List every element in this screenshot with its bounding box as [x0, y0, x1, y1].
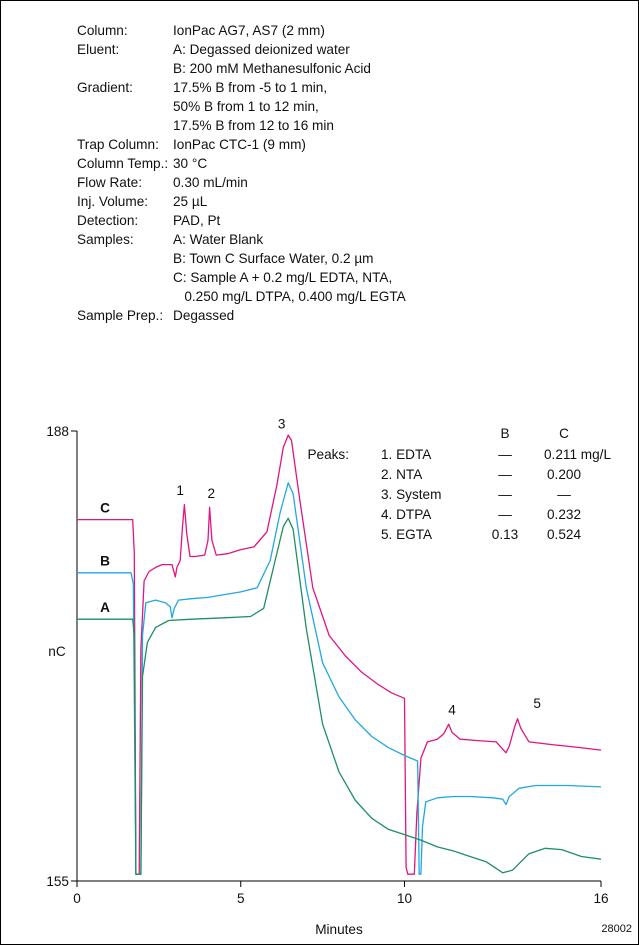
x-tick-label: 5 [237, 891, 245, 906]
condition-label: Gradient: [77, 80, 133, 95]
y-axis-label: nC [48, 644, 66, 659]
peak-table-value-b: 0.13 [492, 527, 518, 542]
peak-table-title: Peaks: [307, 447, 349, 462]
condition-label: Flow Rate: [77, 175, 142, 190]
x-tick-label: 16 [593, 891, 608, 906]
y-tick-label: 155 [46, 874, 69, 889]
peak-table-value-c: 0.200 [547, 467, 581, 482]
series-line-c [77, 434, 602, 875]
series-label: C [100, 501, 110, 516]
peak-label: 4 [448, 703, 456, 718]
peak-label: 1 [176, 483, 184, 498]
condition-row: Gradient: 17.5% B from -5 to 1 min, 50% B … [77, 78, 406, 135]
condition-value: A: Degassed deionized water [173, 42, 350, 57]
condition-row: Column: IonPac AG7, AS7 (2 mm) [77, 21, 406, 40]
condition-label: Column: [77, 23, 128, 38]
condition-row: Inj. Volume: 25 µL [77, 192, 406, 211]
condition-label: Column Temp.: [77, 156, 169, 171]
x-tick-label: 10 [397, 891, 413, 906]
condition-value: 0.30 mL/min [173, 175, 248, 190]
condition-value: PAD, Pt [173, 213, 221, 228]
condition-value: IonPac CTC-1 (9 mm) [173, 137, 306, 152]
peak-table-column-header: C [559, 426, 569, 441]
condition-row: Detection: PAD, Pt [77, 211, 406, 230]
x-tick-label: 0 [73, 891, 81, 906]
condition-label: Eluent: [77, 42, 120, 57]
peak-table-value-b: — [498, 447, 512, 462]
peak-label: 5 [533, 696, 541, 711]
peak-table-value-c: 0.211 mg/L [544, 447, 611, 462]
condition-row: Sample Prep.: Degassed [77, 306, 406, 325]
condition-label: Detection: [77, 213, 139, 228]
condition-value: 17.5% B from 12 to 16 min [173, 118, 334, 133]
condition-value: Degassed [173, 308, 235, 323]
peak-table-name: 5. EGTA [381, 527, 433, 542]
condition-value: 17.5% B from -5 to 1 min, [173, 80, 328, 95]
condition-value: 0.250 mg/L DTPA, 0.400 mg/L EGTA [173, 289, 406, 304]
condition-value: 50% B from 1 to 12 min, [173, 99, 319, 114]
peak-label: 3 [278, 416, 286, 431]
series-line-a [77, 517, 602, 875]
peak-table-value-c: — [557, 487, 571, 502]
peak-table-name: 3. System [381, 487, 441, 502]
peak-table-column-header: B [500, 426, 509, 441]
condition-value: A: Water Blank [173, 232, 264, 247]
peak-table-value-c: 0.232 [547, 507, 581, 522]
condition-label: Trap Column: [77, 137, 159, 152]
condition-value: B: Town C Surface Water, 0.2 µm [173, 251, 374, 266]
condition-label: Samples: [77, 232, 134, 247]
condition-value: 30 °C [173, 156, 208, 171]
peak-table-name: 4. DTPA [381, 507, 432, 522]
condition-row: Eluent: A: Degassed deionized water B: 200… [77, 40, 406, 78]
peak-table-name: 1. EDTA [381, 447, 432, 462]
condition-value: IonPac AG7, AS7 (2 mm) [173, 23, 325, 38]
peak-table-name: 2. NTA [381, 467, 423, 482]
condition-row: Trap Column: IonPac CTC-1 (9 mm) [77, 135, 406, 154]
condition-label: Inj. Volume: [77, 194, 149, 209]
peak-table-value-b: — [498, 467, 512, 482]
condition-value: 25 µL [173, 194, 208, 209]
series-label: A [100, 600, 110, 615]
conditions-block: Column: IonPac AG7, AS7 (2 mm) Eluent: A: D… [77, 21, 406, 325]
condition-value: B: 200 mM Methanesulfonic Acid [173, 61, 371, 76]
condition-row: Flow Rate: 0.30 mL/min [77, 173, 406, 192]
figure-id: 28002 [601, 923, 632, 935]
condition-row: Column Temp.: 30 °C [77, 154, 406, 173]
peak-table-value-b: — [498, 487, 512, 502]
condition-label: Sample Prep.: [77, 308, 164, 323]
series-line-b [77, 482, 602, 875]
series-label: B [100, 554, 110, 569]
y-tick-label: 188 [46, 424, 69, 439]
peak-label: 2 [207, 486, 215, 501]
condition-row: Samples: A: Water Blank B: Town C Surface … [77, 230, 406, 306]
peak-table-value-b: — [498, 507, 512, 522]
peak-table-value-c: 0.524 [547, 527, 581, 542]
x-axis-label: Minutes [315, 922, 363, 937]
condition-value: C: Sample A + 0.2 mg/L EDTA, NTA, [173, 270, 393, 285]
